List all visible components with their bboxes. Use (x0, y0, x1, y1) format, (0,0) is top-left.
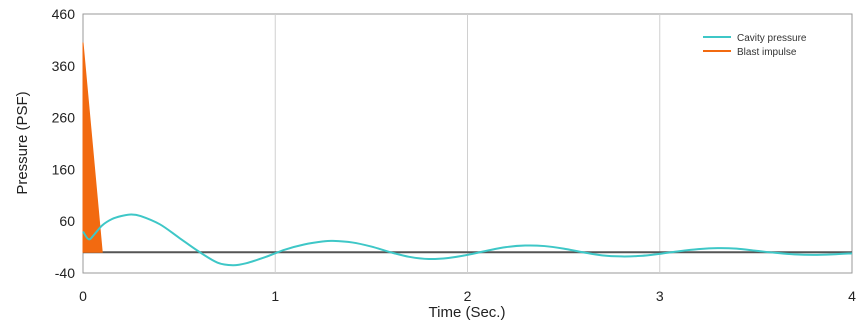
legend-label-blast-impulse: Blast impulse (737, 47, 797, 58)
x-axis-ticks: 0 1 2 3 4 (79, 288, 856, 304)
y-tick-label: 260 (52, 110, 76, 126)
x-tick-label: 3 (656, 288, 664, 304)
x-tick-label: 0 (79, 288, 87, 304)
y-tick-label: 460 (52, 6, 76, 22)
y-tick-label: 360 (52, 58, 76, 74)
y-axis-ticks: -40 60 160 260 360 460 (52, 6, 76, 281)
x-tick-label: 1 (271, 288, 279, 304)
legend: Cavity pressure Blast impulse (703, 33, 807, 58)
series-area-blast-impulse (82, 42, 103, 253)
legend-label-cavity-pressure: Cavity pressure (737, 33, 807, 44)
series-layer (82, 42, 853, 267)
y-tick-label: 60 (59, 213, 75, 229)
vertical-gridlines (274, 14, 661, 273)
x-axis-title: Time (Sec.) (429, 304, 506, 321)
y-tick-label: -40 (55, 265, 75, 281)
y-tick-label: 160 (52, 161, 76, 177)
x-tick-label: 2 (464, 288, 472, 304)
x-tick-label: 4 (848, 288, 856, 304)
y-axis-title: Pressure (PSF) (14, 91, 31, 194)
series-line-cavity-pressure (82, 213, 853, 267)
